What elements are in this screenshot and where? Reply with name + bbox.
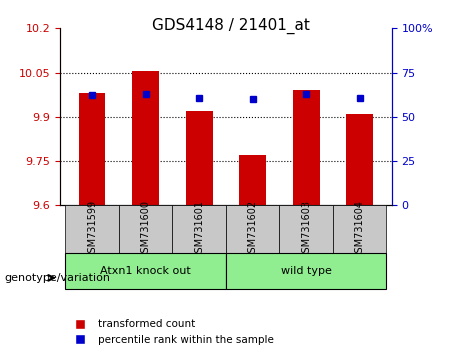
FancyBboxPatch shape bbox=[226, 253, 386, 289]
Text: GSM731599: GSM731599 bbox=[87, 200, 97, 259]
Text: GSM731603: GSM731603 bbox=[301, 200, 311, 259]
FancyBboxPatch shape bbox=[226, 205, 279, 253]
Bar bbox=[346, 114, 373, 205]
FancyBboxPatch shape bbox=[65, 205, 119, 253]
Bar bbox=[239, 155, 266, 205]
FancyBboxPatch shape bbox=[65, 253, 226, 289]
FancyBboxPatch shape bbox=[119, 205, 172, 253]
Legend: transformed count, percentile rank within the sample: transformed count, percentile rank withi… bbox=[65, 315, 278, 349]
Bar bbox=[79, 93, 106, 205]
Text: Atxn1 knock out: Atxn1 knock out bbox=[100, 266, 191, 276]
Bar bbox=[132, 71, 159, 205]
Text: GSM731601: GSM731601 bbox=[194, 200, 204, 259]
Bar bbox=[186, 111, 213, 205]
Bar bbox=[293, 90, 319, 205]
Text: GSM731604: GSM731604 bbox=[355, 200, 365, 259]
FancyBboxPatch shape bbox=[172, 205, 226, 253]
FancyBboxPatch shape bbox=[333, 205, 386, 253]
Text: GDS4148 / 21401_at: GDS4148 / 21401_at bbox=[152, 18, 309, 34]
Text: wild type: wild type bbox=[281, 266, 331, 276]
Text: GSM731602: GSM731602 bbox=[248, 200, 258, 259]
FancyBboxPatch shape bbox=[279, 205, 333, 253]
Text: GSM731600: GSM731600 bbox=[141, 200, 151, 259]
Text: genotype/variation: genotype/variation bbox=[5, 273, 111, 283]
